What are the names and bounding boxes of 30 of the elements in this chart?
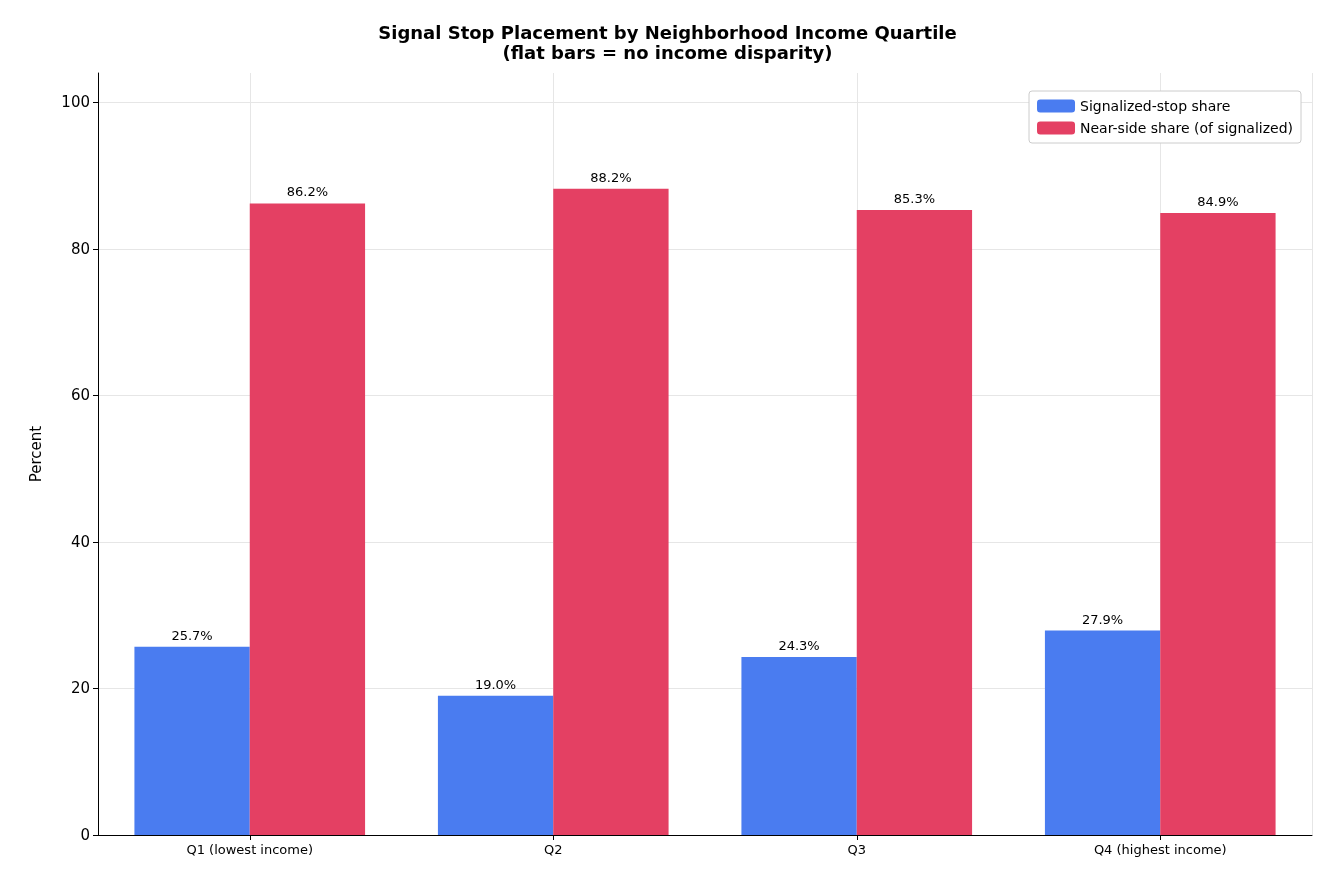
bar [856, 210, 973, 835]
x-tick-label: Q2 [543, 842, 563, 857]
y-tick-label: 80 [70, 239, 90, 258]
data-label: 85.3% [893, 191, 936, 207]
bar [553, 188, 669, 835]
bar [1160, 212, 1276, 835]
x-tick-label: Q1 (lowest income) [186, 842, 314, 857]
data-label: 86.2% [286, 184, 329, 200]
y-tick-label: 100 [61, 93, 90, 112]
legend-label: Signalized-stop share [1080, 98, 1231, 114]
chart-title: Signal Stop Placement by Neighborhood Income Quartile [378, 21, 957, 43]
data-label: 25.7% [171, 627, 213, 643]
bar [741, 656, 857, 835]
y-tick-label: 40 [70, 532, 90, 551]
y-tick-label: 60 [70, 386, 90, 405]
data-label: 84.9% [1197, 193, 1239, 209]
data-label: 88.2% [590, 169, 632, 185]
x-tick-label: Q4 (highest income) [1093, 842, 1227, 857]
data-label: 24.3% [778, 637, 820, 653]
data-label: 27.9% [1081, 611, 1124, 627]
x-tick-label: Q3 [847, 842, 867, 857]
bar [1044, 630, 1161, 835]
bar [249, 203, 366, 835]
data-label: 19.0% [474, 676, 517, 692]
y-tick-label: 20 [70, 679, 90, 698]
bar [437, 695, 554, 835]
y-axis-title: Percent [26, 425, 45, 483]
legend-label: Near-side share (of signalized) [1080, 120, 1294, 136]
y-tick-label: 0 [80, 826, 90, 844]
bar [134, 646, 250, 835]
